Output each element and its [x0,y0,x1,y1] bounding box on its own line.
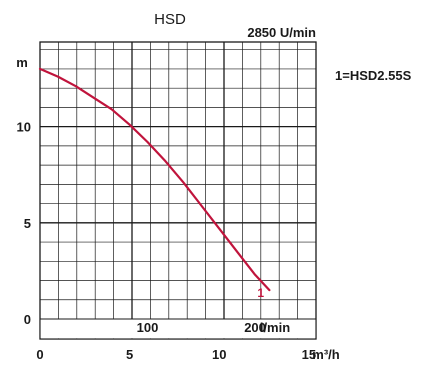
x-tick-label-m3h: 5 [126,347,133,362]
x-axis-unit-lmin: l/min [260,320,290,335]
series-layer: 1 [38,67,271,300]
speed-label: 2850 U/min [247,25,316,40]
x-axis-unit-m3h: m³/h [312,347,340,362]
y-tick-label: 5 [24,216,31,231]
y-axis-unit: m [16,55,28,70]
x-tick-label-m3h: 15 [302,347,316,362]
x-tick-label-lmin: 200 [244,320,266,335]
chart-title: HSD [154,11,186,28]
series-label-1: 1 [257,286,264,300]
y-tick-label: 10 [17,120,31,135]
major-grid [40,42,316,339]
x-tick-label-m3h: 0 [36,347,43,362]
plot-frame [39,41,317,340]
y-tick-label: 0 [24,312,31,327]
series-line-1 [38,67,271,292]
x-tick-label-m3h: 10 [212,347,226,362]
minor-grid [40,42,316,339]
legend-entry: 1=HSD2.55S [335,68,412,83]
lower-axis-band [40,319,316,339]
x-tick-label-lmin: 100 [137,320,159,335]
